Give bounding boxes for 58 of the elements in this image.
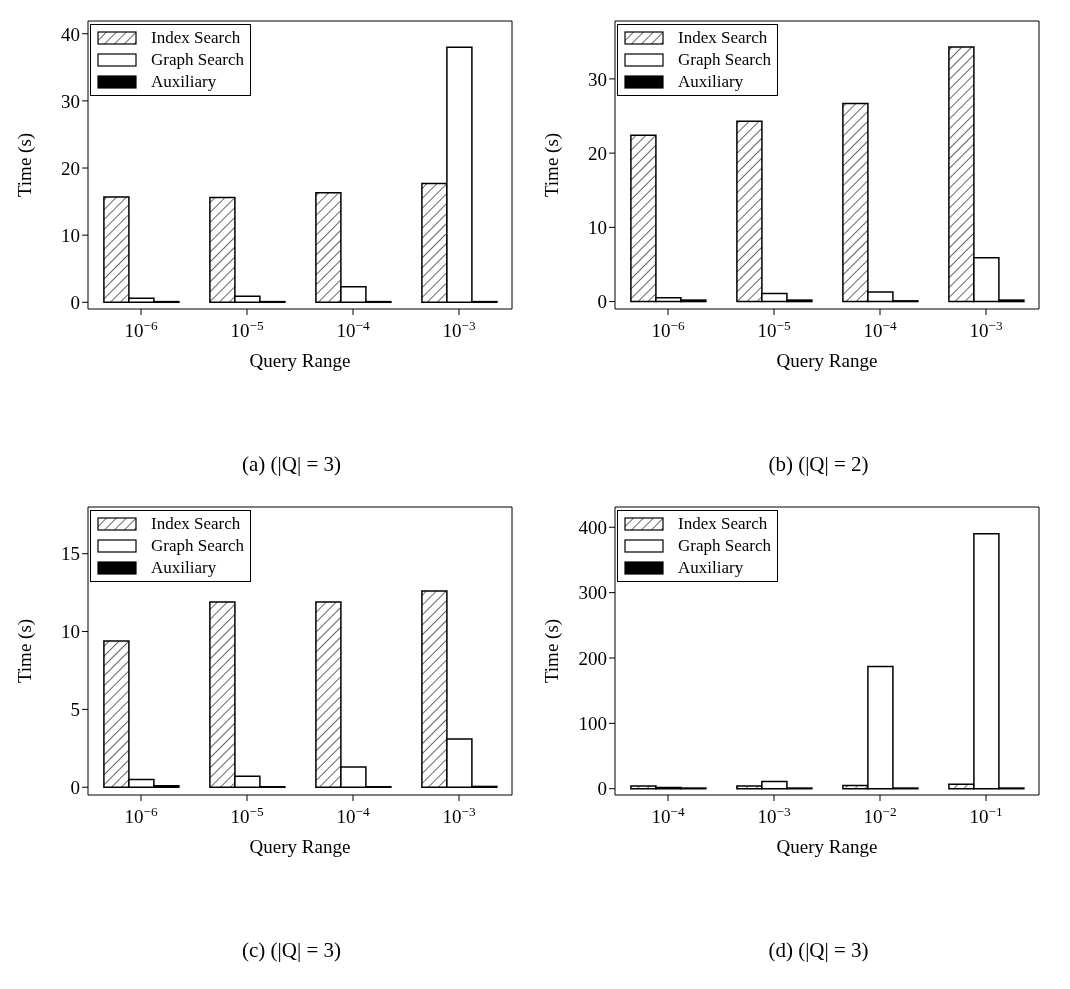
y-tick-label: 20	[588, 142, 607, 164]
y-tick-label: 0	[597, 778, 607, 800]
y-axis-title: Time (s)	[540, 618, 563, 684]
legend-label: Index Search	[678, 513, 768, 535]
x-tick-label: 10$^{−3}$	[757, 803, 791, 827]
x-axis-title: Query Range	[249, 836, 351, 857]
x-tick-label: 10$^{−5}$	[230, 803, 264, 827]
x-tick-label: 10$^{−6}$	[124, 803, 158, 827]
text: (a) (|Q| = 3)	[241, 452, 342, 477]
y-tick-label: 0	[597, 291, 607, 313]
y-tick-label: 100	[578, 713, 607, 735]
y-tick-label: 5	[70, 699, 80, 721]
legend-label: Graph Search	[151, 49, 244, 71]
y-tick-label: 10	[61, 621, 80, 643]
y-tick-label: 0	[70, 776, 80, 798]
legend-label: Graph Search	[678, 49, 771, 71]
legend-label: Graph Search	[678, 535, 771, 557]
y-tick-label: 0	[70, 292, 80, 314]
x-tick-label: 10$^{−4}$	[336, 803, 370, 827]
y-axis-title: Time (s)	[13, 132, 36, 198]
x-tick-label: 10$^{−3}$	[969, 317, 1003, 341]
legend-label: Auxiliary	[678, 557, 744, 579]
x-tick-label: 10$^{−6}$	[124, 317, 158, 341]
y-axis-title: Time (s)	[13, 618, 36, 684]
y-tick-label: 15	[61, 543, 80, 565]
text: (d) (|Q| = 3)	[767, 938, 870, 963]
legend-label: Auxiliary	[678, 71, 744, 93]
y-tick-label: 10	[588, 217, 607, 239]
y-tick-label: 400	[578, 517, 607, 539]
y-tick-label: 30	[61, 90, 80, 112]
y-tick-label: 40	[61, 23, 80, 45]
text: (b) (|Q| = 2)	[767, 452, 870, 477]
y-tick-label: 300	[578, 582, 607, 604]
legend-label: Index Search	[151, 513, 241, 535]
x-tick-label: 10$^{−4}$	[336, 317, 370, 341]
legend-label: Index Search	[678, 27, 768, 49]
x-tick-label: 10$^{−3}$	[442, 803, 476, 827]
legend-label: Auxiliary	[151, 557, 217, 579]
y-tick-label: 10	[61, 224, 80, 246]
y-axis-title: Time (s)	[540, 132, 563, 198]
x-tick-label: 10$^{−4}$	[863, 317, 897, 341]
y-tick-label: 30	[588, 68, 607, 90]
x-tick-label: 10$^{−6}$	[651, 317, 685, 341]
x-tick-label: 10$^{−3}$	[442, 317, 476, 341]
x-tick-label: 10$^{−4}$	[651, 803, 685, 827]
x-axis-title: Query Range	[249, 350, 351, 371]
x-axis-title: Query Range	[776, 350, 878, 371]
y-tick-label: 20	[61, 157, 80, 179]
y-tick-label: 200	[578, 647, 607, 669]
x-axis-title: Query Range	[776, 836, 878, 857]
legend-label: Auxiliary	[151, 71, 217, 93]
text: (c) (|Q| = 3)	[241, 938, 342, 963]
legend-label: Graph Search	[151, 535, 244, 557]
x-tick-label: 10$^{−1}$	[969, 803, 1003, 827]
x-tick-label: 10$^{−5}$	[230, 317, 264, 341]
x-tick-label: 10$^{−2}$	[863, 803, 897, 827]
legend-label: Index Search	[151, 27, 241, 49]
x-tick-label: 10$^{−5}$	[757, 317, 791, 341]
